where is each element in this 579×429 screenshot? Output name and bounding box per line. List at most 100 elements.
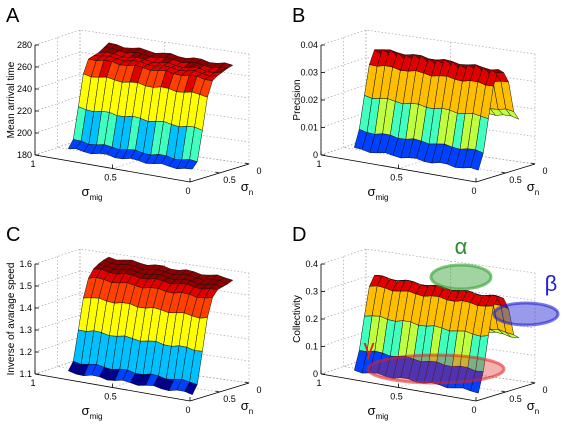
surface bbox=[67, 42, 234, 170]
surface-patch bbox=[505, 108, 520, 120]
x-axis-label-sub: mig bbox=[90, 193, 103, 202]
y-tick-label: 0 bbox=[256, 385, 261, 395]
z-tick-label: 0 bbox=[313, 369, 318, 379]
panel-a: 180 200 220 240 260 280 1 0.5 0 0.5 0 A Mean arrival… bbox=[6, 5, 262, 202]
annotation-highlight bbox=[429, 263, 493, 291]
y-tick bbox=[530, 381, 536, 384]
z-tick-label: 280 bbox=[17, 40, 32, 50]
z-gridline bbox=[320, 29, 536, 55]
x-tick-label: 0 bbox=[471, 186, 476, 196]
z-tick-label: 1.2 bbox=[19, 347, 32, 357]
z-tick-label: 1.1 bbox=[19, 369, 32, 379]
annotation-label: β bbox=[545, 271, 558, 296]
x-tick-label: 1 bbox=[30, 378, 35, 388]
z-tick-label: 0.3 bbox=[305, 287, 318, 297]
x-axis-label: σmig bbox=[368, 403, 389, 421]
back-wall-left bbox=[35, 30, 80, 155]
x-tick-label: 0 bbox=[185, 405, 190, 415]
y-tick-label: 0 bbox=[542, 166, 547, 176]
y-tick bbox=[501, 390, 506, 393]
y-tick bbox=[530, 162, 536, 165]
z-tick-label: 200 bbox=[17, 128, 32, 138]
x-tick-label: 1 bbox=[316, 159, 321, 169]
annotation-highlight bbox=[492, 301, 560, 327]
surface-patch bbox=[219, 62, 234, 69]
z-tick-label: 0.2 bbox=[305, 314, 318, 324]
x-tick-label: 0.5 bbox=[390, 392, 403, 402]
x-axis-label-sub: mig bbox=[90, 412, 103, 421]
surface bbox=[67, 256, 234, 396]
y-tick-label: 0 bbox=[256, 166, 261, 176]
z-gridline bbox=[320, 276, 536, 301]
x-axis-label-sub: mig bbox=[376, 412, 389, 421]
y-tick-label: 0.5 bbox=[509, 175, 522, 185]
z-tick-label: 0.01 bbox=[300, 123, 318, 133]
z-tick-label: 1.3 bbox=[19, 325, 32, 335]
x-tick-label: 0.5 bbox=[390, 173, 403, 183]
panel-d: 0 0.1 0.2 0.3 0.4 1 0.5 0 0.5 0 D Collectivity σmig σ… bbox=[292, 224, 560, 421]
z-tick-label: 0 bbox=[313, 150, 318, 160]
z-tick-label: 1.5 bbox=[19, 281, 32, 291]
z-tick-label: 0.4 bbox=[305, 259, 318, 269]
y-axis-label-sub: n bbox=[535, 188, 539, 197]
y-tick bbox=[244, 381, 250, 384]
panel-label: C bbox=[6, 224, 20, 246]
y-axis-label: σn bbox=[241, 179, 253, 197]
z-tick-label: 220 bbox=[17, 106, 32, 116]
x-tick-label: 0 bbox=[471, 405, 476, 415]
panel-b: 0 0.01 0.02 0.03 0.04 1 0.5 0 0.5 0 B Precision σmig… bbox=[292, 5, 548, 202]
y-tick bbox=[215, 171, 220, 174]
surface-patch bbox=[219, 277, 234, 285]
y-tick-label: 0 bbox=[542, 385, 547, 395]
z-tick-label: 0.03 bbox=[300, 68, 318, 78]
y-tick bbox=[244, 162, 250, 165]
z-tick-label: 0.1 bbox=[305, 342, 318, 352]
x-tick-label: 1 bbox=[30, 159, 35, 169]
x-tick-label: 0.5 bbox=[104, 173, 117, 183]
x-axis-label: σmig bbox=[368, 184, 389, 202]
x-axis-label: σmig bbox=[82, 184, 103, 202]
z-axis-label: Collectivity bbox=[292, 295, 303, 343]
z-tick-label: 260 bbox=[17, 62, 32, 72]
panel-label: D bbox=[292, 224, 306, 246]
panel-c: 1.1 1.2 1.3 1.4 1.5 1.6 1 0.5 0 0.5 0 C Inverse of a… bbox=[6, 224, 262, 421]
x-tick-label: 0 bbox=[185, 186, 190, 196]
surface-patch bbox=[389, 278, 403, 281]
y-tick-label: 0.5 bbox=[509, 394, 522, 404]
y-axis-label-sub: n bbox=[535, 407, 539, 416]
x-axis-label: σmig bbox=[82, 403, 103, 421]
x-tick-label: 1 bbox=[316, 378, 321, 388]
y-axis-label: σn bbox=[527, 398, 539, 416]
y-tick-label: 0.5 bbox=[223, 175, 236, 185]
z-gridline bbox=[34, 29, 250, 55]
z-axis-label: Mean arrival time bbox=[6, 61, 17, 138]
z-tick-label: 0.04 bbox=[300, 40, 318, 50]
z-tick-label: 1.6 bbox=[19, 259, 32, 269]
back-wall-left bbox=[35, 249, 80, 374]
x-tick-label: 0.5 bbox=[104, 392, 117, 402]
z-tick-label: 240 bbox=[17, 84, 32, 94]
panel-label: B bbox=[292, 5, 305, 27]
surface-patch bbox=[505, 332, 519, 338]
annotation-label: α bbox=[455, 234, 468, 259]
floor-gridline bbox=[34, 358, 81, 375]
y-axis-label-sub: n bbox=[249, 188, 253, 197]
y-axis-label: σn bbox=[241, 398, 253, 416]
y-tick bbox=[501, 171, 506, 174]
panel-label: A bbox=[6, 5, 20, 27]
z-axis-label: Precision bbox=[292, 79, 303, 120]
z-tick-label: 0.02 bbox=[300, 95, 318, 105]
annotation-label: γ bbox=[364, 335, 375, 360]
z-tick-label: 1.4 bbox=[19, 303, 32, 313]
surface bbox=[353, 49, 520, 171]
z-axis-label: Inverse of avarage speed bbox=[6, 263, 17, 376]
y-tick-label: 0.5 bbox=[223, 394, 236, 404]
y-axis-label: σn bbox=[527, 179, 539, 197]
z-tick-label: 180 bbox=[17, 150, 32, 160]
y-axis-label-sub: n bbox=[249, 407, 253, 416]
z-gridline bbox=[34, 248, 250, 274]
z-gridline bbox=[320, 248, 536, 274]
y-tick bbox=[215, 390, 220, 393]
annotation-highlight bbox=[366, 353, 506, 385]
